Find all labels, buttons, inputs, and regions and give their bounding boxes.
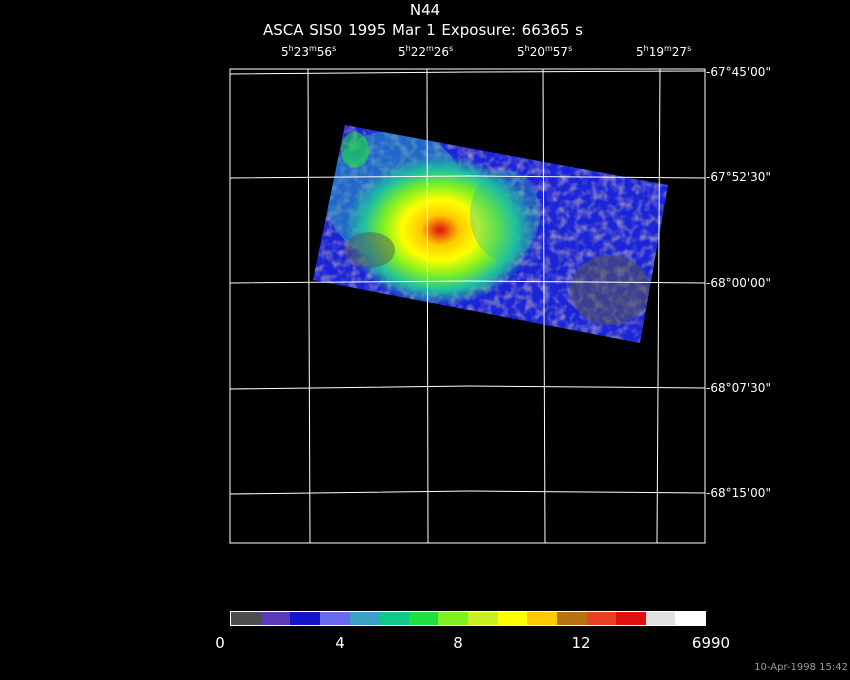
- ra-label: 5h20m57s: [517, 44, 573, 59]
- colorbar-swatch: [319, 612, 350, 625]
- plot-title: N44: [409, 1, 441, 19]
- ra-label: 5h22m26s: [398, 44, 454, 59]
- coordinate-grid: [229, 68, 706, 544]
- timestamp: 10-Apr-1998 15:42: [754, 662, 848, 673]
- colorbar-swatch: [586, 612, 617, 625]
- colorbar-swatch: [468, 612, 498, 625]
- colorbar-swatch: [527, 612, 557, 625]
- dec-label: -68°00'00": [706, 276, 771, 290]
- colorbar-swatch: [260, 612, 291, 625]
- colorbar-swatch: [349, 612, 380, 625]
- colorbar-tick-label: 6990: [691, 634, 731, 652]
- colorbar-tick-label: 12: [571, 634, 591, 652]
- dec-label: -67°45'00": [706, 65, 771, 79]
- colorbar-swatch: [379, 612, 409, 625]
- dec-label: -67°52'30": [706, 170, 771, 184]
- ra-label: 5h23m56s: [281, 44, 337, 59]
- colorbar-swatch: [675, 612, 705, 625]
- colorbar-swatch: [408, 612, 439, 625]
- field-of-view-image: [313, 125, 668, 343]
- colorbar-swatch: [616, 612, 646, 625]
- ra-label: 5h19m27s: [636, 44, 692, 59]
- colorbar-swatch: [556, 612, 587, 625]
- color-scale-bar: [230, 611, 706, 626]
- colorbar-swatch: [438, 612, 468, 625]
- colorbar-tick-label: 8: [453, 634, 463, 652]
- colorbar-swatch: [231, 612, 261, 625]
- colorbar-swatch: [497, 612, 528, 625]
- dec-label: -68°15'00": [706, 486, 771, 500]
- colorbar-tick-label: 4: [335, 634, 345, 652]
- colorbar-tick-label: 0: [215, 634, 225, 652]
- dec-label: -68°07'30": [706, 381, 771, 395]
- colorbar-swatch: [645, 612, 676, 625]
- observation-info: ASCA SIS0 1995 Mar 1 Exposure: 66365 s: [263, 21, 583, 39]
- colorbar-swatch: [290, 612, 320, 625]
